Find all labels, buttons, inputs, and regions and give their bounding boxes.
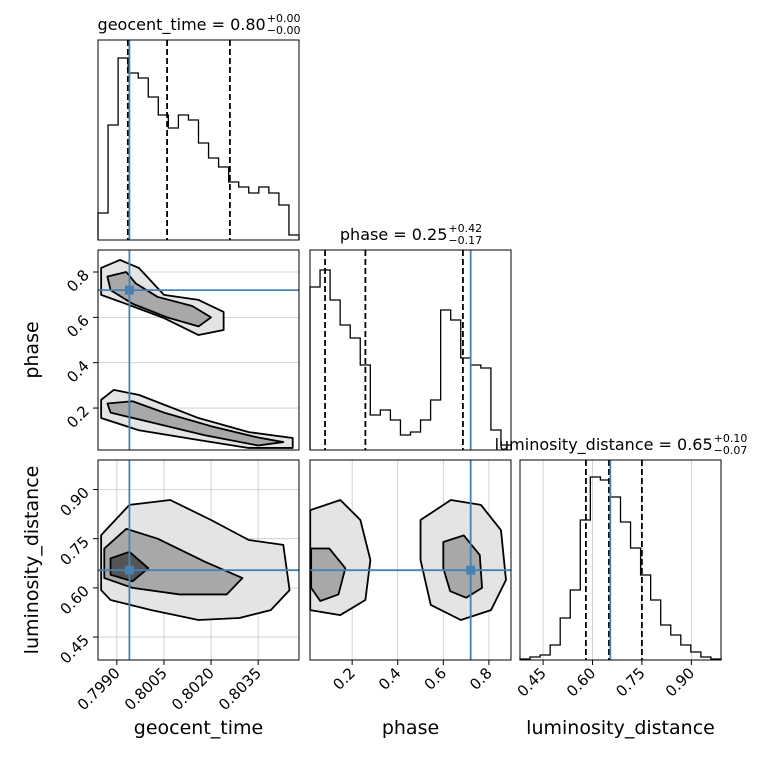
panel-frame — [309, 249, 512, 451]
y-tick-label: 0.4 — [63, 357, 93, 387]
contour — [442, 534, 483, 599]
panel-title: luminosity_distance = 0.65 — [495, 435, 713, 455]
panel-frame — [97, 459, 300, 661]
truth-marker — [124, 285, 134, 295]
panel-frame — [519, 459, 722, 661]
x-axis-label: phase — [382, 717, 439, 739]
panel-frame — [309, 459, 512, 661]
y-tick-label: 0.8 — [63, 266, 93, 296]
panel-background — [310, 250, 511, 450]
y-tick-label: 0.90 — [56, 484, 92, 520]
histogram-step — [519, 476, 722, 660]
panel-background — [520, 460, 721, 660]
histogram-step — [309, 269, 512, 450]
contour — [106, 400, 285, 447]
contour — [103, 527, 244, 596]
y-tick-label: 0.60 — [56, 582, 92, 618]
y-tick-label: 0.45 — [56, 631, 92, 667]
panel-frame — [97, 249, 300, 451]
y-tick-label: 0.2 — [63, 402, 93, 432]
x-tick-label: 0.8 — [466, 664, 496, 694]
x-tick-label: 0.8035 — [215, 664, 265, 714]
title-upper: +0.42 — [448, 222, 482, 235]
panel-title: phase = 0.25 — [340, 225, 447, 244]
panel-title: geocent_time = 0.80 — [98, 15, 266, 35]
truth-marker — [466, 565, 476, 575]
y-axis-label: luminosity_distance — [21, 466, 43, 655]
title-upper: +0.00 — [267, 12, 301, 25]
title-upper: +0.10 — [714, 432, 748, 445]
x-tick-label: 0.7990 — [74, 664, 124, 714]
x-tick-label: 0.75 — [612, 664, 648, 700]
x-axis-label: luminosity_distance — [526, 717, 715, 739]
title-lower: −0.00 — [267, 24, 301, 37]
y-tick-label: 0.6 — [63, 311, 93, 341]
x-tick-label: 0.8005 — [121, 664, 171, 714]
title-lower: −0.07 — [714, 444, 748, 457]
y-tick-label: 0.75 — [56, 533, 92, 569]
title-lower: −0.17 — [448, 234, 482, 247]
x-tick-label: 0.6 — [421, 664, 451, 694]
x-tick-label: 0.8020 — [168, 664, 218, 714]
x-tick-label: 0.4 — [375, 664, 405, 694]
y-axis-label: phase — [21, 321, 43, 378]
x-tick-label: 0.45 — [514, 664, 550, 700]
panel-frame — [97, 39, 300, 241]
x-tick-label: 0.90 — [662, 664, 698, 700]
x-tick-label: 0.2 — [329, 664, 359, 694]
x-tick-label: 0.60 — [563, 664, 599, 700]
contour — [106, 271, 212, 328]
contour — [310, 547, 347, 602]
truth-marker — [124, 565, 134, 575]
x-axis-label: geocent_time — [134, 717, 263, 739]
